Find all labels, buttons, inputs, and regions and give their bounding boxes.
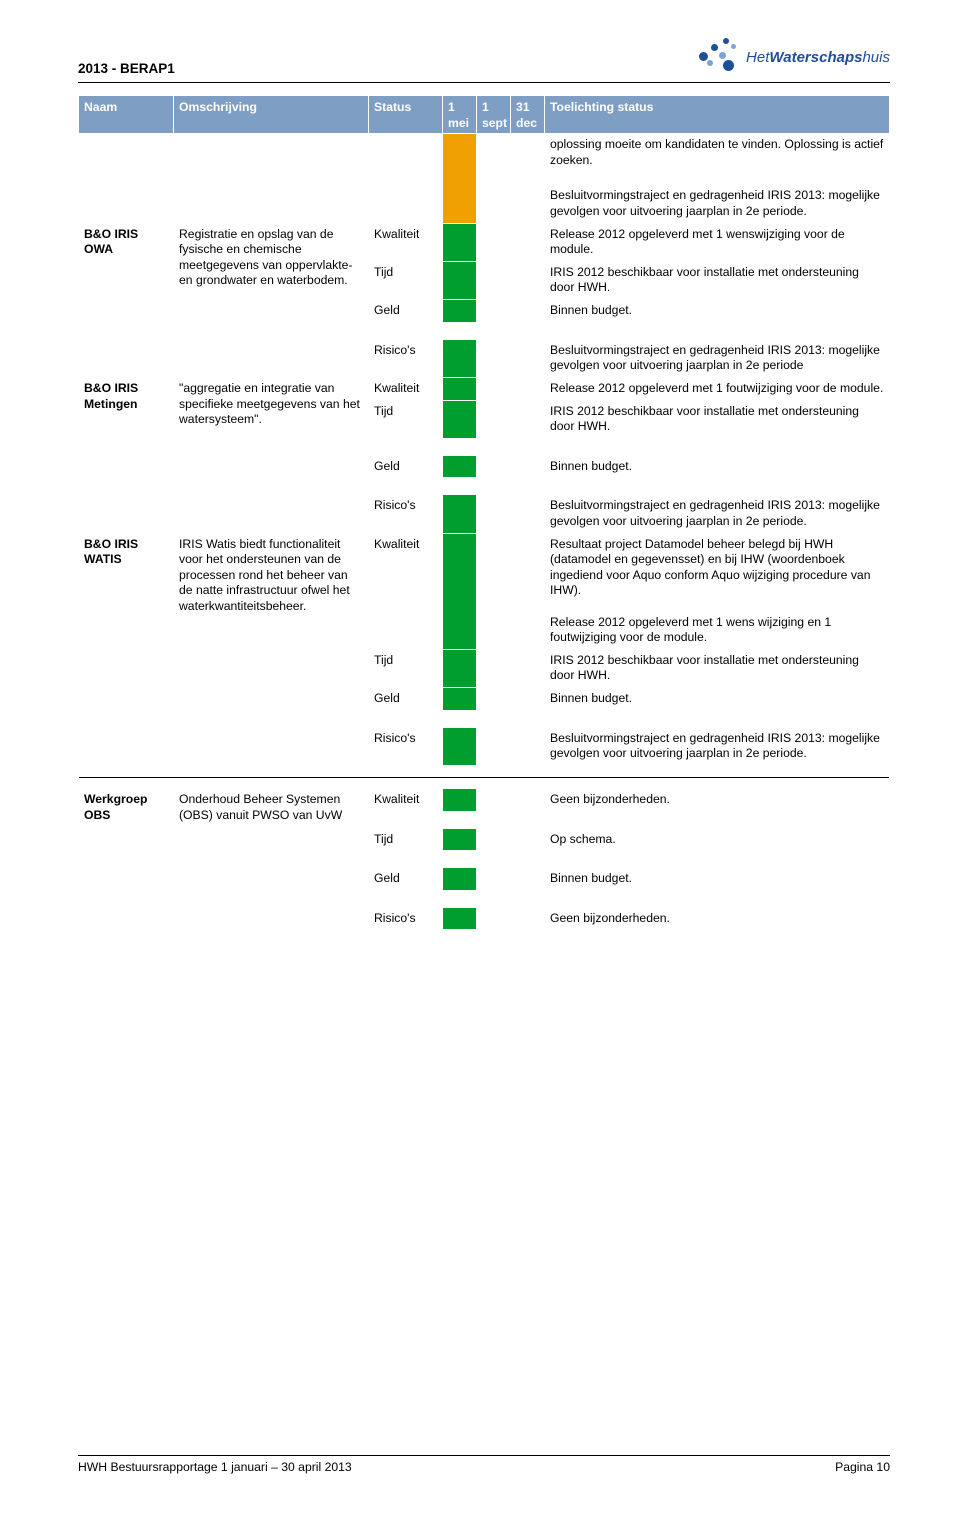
omschrijving-cell: Onderhoud Beheer Systemen (OBS) vanuit P…	[174, 788, 369, 929]
brand-logo: HetWaterschapshuis	[697, 38, 890, 76]
col-omschrijving: Omschrijving	[174, 96, 369, 134]
status-label: Tijd	[369, 400, 443, 438]
status-label: Geld	[369, 688, 443, 711]
toelichting-cell: Release 2012 opgeleverd met 1 wenswijzig…	[545, 223, 890, 261]
status-label: Kwaliteit	[369, 533, 443, 649]
status-cell-mei	[443, 261, 477, 299]
toelichting-cell: IRIS 2012 beschikbaar voor installatie m…	[545, 261, 890, 299]
toelichting-cell: oplossing moeite om kandidaten te vinden…	[545, 134, 890, 172]
table-row: oplossing moeite om kandidaten te vinden…	[79, 134, 890, 172]
status-cell-mei	[443, 533, 477, 649]
status-label: Kwaliteit	[369, 223, 443, 261]
status-cell-mei	[443, 495, 477, 533]
status-cell-mei	[443, 400, 477, 438]
status-cell-mei	[443, 223, 477, 261]
naam-cell: Werkgroep OBS	[79, 788, 174, 929]
table-row: Werkgroep OBS Onderhoud Beheer Systemen …	[79, 788, 890, 811]
page-footer: HWH Bestuursrapportage 1 januari – 30 ap…	[78, 1455, 890, 1474]
status-cell-mei	[443, 868, 477, 891]
status-cell-mei	[443, 339, 477, 377]
toelichting-cell: IRIS 2012 beschikbaar voor installatie m…	[545, 400, 890, 438]
toelichting-cell: Binnen budget.	[545, 455, 890, 478]
table-row: B&O IRIS WATIS IRIS Watis biedt function…	[79, 533, 890, 649]
status-label: Tijd	[369, 261, 443, 299]
naam-cell: B&O IRIS OWA	[79, 223, 174, 377]
naam-cell: B&O IRIS WATIS	[79, 533, 174, 765]
col-toelichting: Toelichting status	[545, 96, 890, 134]
toelichting-cell: Binnen budget.	[545, 300, 890, 323]
status-cell-mei	[443, 455, 477, 478]
header-rule	[78, 82, 890, 83]
status-label: Tijd	[369, 828, 443, 851]
col-naam: Naam	[79, 96, 174, 134]
toelichting-cell: Besluitvormingstraject en gedragenheid I…	[545, 172, 890, 223]
footer-left: HWH Bestuursrapportage 1 januari – 30 ap…	[78, 1460, 352, 1474]
status-cell-mei	[443, 300, 477, 323]
status-label: Geld	[369, 300, 443, 323]
toelichting-cell: Release 2012 opgeleverd met 1 foutwijzig…	[545, 377, 890, 400]
doc-header: 2013 - BERAP1 HetWaterschapshuis	[78, 38, 890, 76]
col-dec: 31 dec	[511, 96, 545, 134]
toelichting-cell: Geen bijzonderheden.	[545, 788, 890, 811]
toelichting-cell: Resultaat project Datamodel beheer beleg…	[545, 533, 890, 649]
col-status: Status	[369, 96, 443, 134]
toelichting-cell: Besluitvormingstraject en gedragenheid I…	[545, 495, 890, 533]
toelichting-cell: Besluitvormingstraject en gedragenheid I…	[545, 727, 890, 765]
status-label: Risico's	[369, 339, 443, 377]
toelichting-cell: Binnen budget.	[545, 688, 890, 711]
logo-dots-icon	[697, 38, 739, 76]
status-cell-mei	[443, 907, 477, 930]
omschrijving-cell: "aggregatie en integratie van specifieke…	[174, 377, 369, 533]
status-cell-mei	[443, 828, 477, 851]
toelichting-cell: Besluitvormingstraject en gedragenheid I…	[545, 339, 890, 377]
separator-row	[79, 765, 890, 788]
status-label: Kwaliteit	[369, 788, 443, 811]
status-cell-mei	[443, 377, 477, 400]
status-cell-mei	[443, 649, 477, 687]
omschrijving-cell: IRIS Watis biedt functionaliteit voor he…	[174, 533, 369, 765]
col-mei: 1 mei	[443, 96, 477, 134]
status-cell-mei	[443, 688, 477, 711]
status-label: Tijd	[369, 649, 443, 687]
status-label: Geld	[369, 868, 443, 891]
logo-text: HetWaterschapshuis	[746, 50, 890, 65]
status-label: Risico's	[369, 495, 443, 533]
toelichting-cell: Op schema.	[545, 828, 890, 851]
omschrijving-cell: Registratie en opslag van de fysische en…	[174, 223, 369, 377]
status-cell-mei	[443, 788, 477, 811]
toelichting-cell: IRIS 2012 beschikbaar voor installatie m…	[545, 649, 890, 687]
status-cell-mei	[443, 727, 477, 765]
table-row: B&O IRIS OWA Registratie en opslag van d…	[79, 223, 890, 261]
toelichting-cell: Geen bijzonderheden.	[545, 907, 890, 930]
table-header-row: Naam Omschrijving Status 1 mei 1 sept 31…	[79, 96, 890, 134]
table-row: B&O IRIS Metingen "aggregatie en integra…	[79, 377, 890, 400]
status-label: Geld	[369, 455, 443, 478]
status-label: Kwaliteit	[369, 377, 443, 400]
footer-right: Pagina 10	[835, 1460, 890, 1474]
status-label: Risico's	[369, 907, 443, 930]
status-table: Naam Omschrijving Status 1 mei 1 sept 31…	[78, 95, 890, 930]
status-label: Risico's	[369, 727, 443, 765]
doc-title: 2013 - BERAP1	[78, 61, 175, 76]
col-sept: 1 sept	[477, 96, 511, 134]
naam-cell: B&O IRIS Metingen	[79, 377, 174, 533]
toelichting-cell: Binnen budget.	[545, 868, 890, 891]
status-cell-mei	[443, 134, 477, 223]
